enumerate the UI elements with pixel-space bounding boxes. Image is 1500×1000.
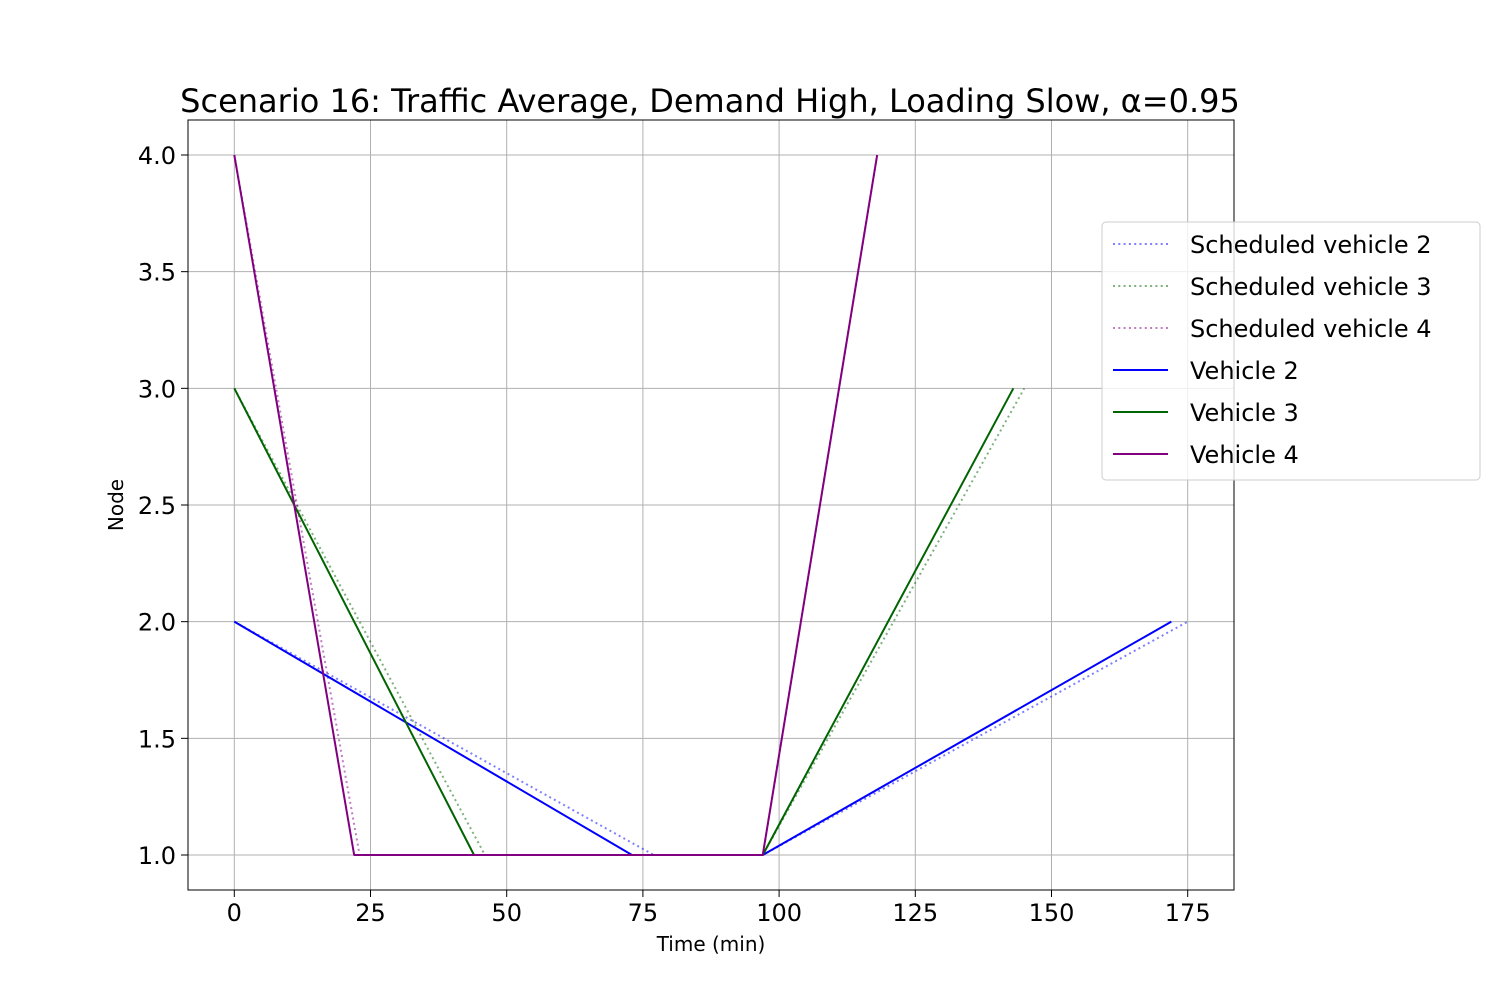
legend-box	[1101, 221, 1481, 481]
x-tick-label: 75	[628, 899, 659, 927]
x-tick-label: 0	[227, 899, 242, 927]
legend-label-scheduled-vehicle-4: Scheduled vehicle 4	[1190, 315, 1432, 343]
legend: Scheduled vehicle 2 Scheduled vehicle 3 Sc…	[1101, 221, 1481, 481]
legend-label-vehicle-3: Vehicle 3	[1190, 399, 1299, 427]
y-tick-label: 1.5	[138, 725, 176, 753]
x-tick-label: 175	[1165, 899, 1211, 927]
x-axis-label: Time (min)	[656, 932, 766, 956]
plot-lines	[233, 154, 1189, 856]
legend-label-vehicle-4: Vehicle 4	[1190, 441, 1299, 469]
y-tick-label: 4.0	[138, 142, 176, 170]
series-line-vehicle-4	[233, 154, 879, 856]
chart-title: Scenario 16: Traffic Average, Demand Hig…	[180, 82, 1240, 120]
legend-label-vehicle-2: Vehicle 2	[1190, 357, 1299, 385]
x-tick-label: 100	[756, 899, 802, 927]
x-tick-label: 125	[892, 899, 938, 927]
y-tick-label: 2.5	[138, 492, 176, 520]
series-line-scheduled-vehicle-2	[233, 620, 1189, 856]
y-tick-label: 3.0	[138, 375, 176, 403]
x-tick-label: 25	[355, 899, 386, 927]
x-tick-label: 150	[1029, 899, 1075, 927]
y-tick-label: 3.5	[138, 259, 176, 287]
grid	[188, 120, 1234, 890]
axis-ticks: 0 25 50 75 100 125 150 175 1.0 1.5 2.0 2.5 3.0 3.5 4.0	[138, 142, 1211, 927]
x-tick-label: 50	[491, 899, 522, 927]
y-tick-label: 1.0	[138, 842, 176, 870]
legend-label-scheduled-vehicle-2: Scheduled vehicle 2	[1190, 231, 1432, 259]
y-axis-label: Node	[104, 479, 128, 531]
y-tick-label: 2.0	[138, 609, 176, 637]
legend-label-scheduled-vehicle-3: Scheduled vehicle 3	[1190, 273, 1432, 301]
